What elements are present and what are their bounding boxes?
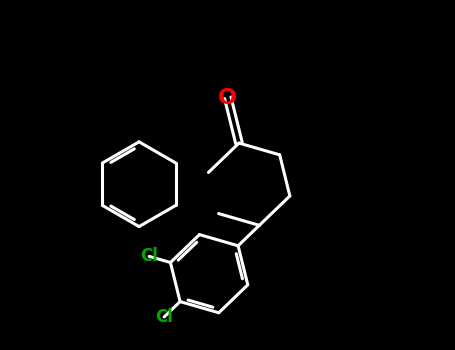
- Text: O: O: [218, 88, 238, 108]
- Text: Cl: Cl: [155, 308, 173, 326]
- Text: Cl: Cl: [140, 247, 158, 265]
